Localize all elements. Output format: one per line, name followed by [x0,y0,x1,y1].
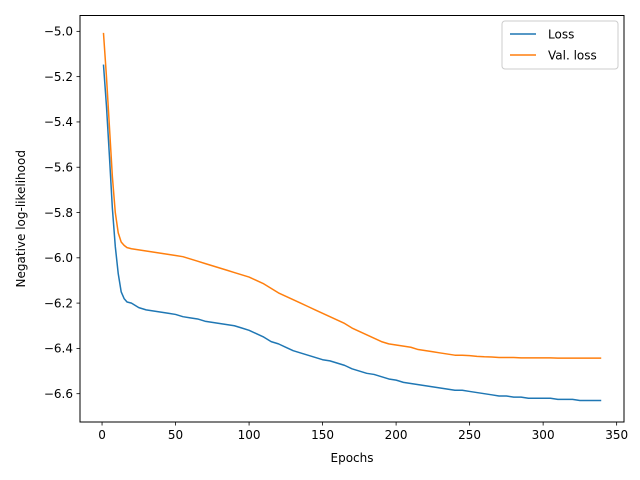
y-tick-label: −6.2 [44,296,73,310]
x-tick-label: 300 [532,428,555,442]
series-line-loss [102,64,602,402]
y-tick-label: −5.0 [44,25,73,39]
legend: Loss Val. loss [501,20,619,70]
x-tick-label: 150 [311,428,334,442]
y-axis: −6.6 −6.4 −6.2 −6.0 −5.8 −5.6 −5.4 −5.2 −5.0 [44,25,80,401]
y-tick-label: −5.4 [44,115,73,129]
x-tick-label: 50 [168,428,183,442]
legend-box [501,20,619,70]
x-axis-label: Epochs [331,451,374,465]
y-tick-label: −6.6 [44,387,73,401]
y-axis-label: Negative log-likelihood [14,150,28,287]
x-tick-label: 100 [238,428,261,442]
plot-area [102,32,602,402]
y-tick-label: −5.8 [44,206,73,220]
y-tick-label: −5.6 [44,161,73,175]
legend-label-loss: Loss [548,28,574,42]
y-tick-label: −5.2 [44,70,73,84]
x-tick-label: 200 [385,428,408,442]
legend-label-val-loss: Val. loss [548,49,597,63]
axes-frame [79,15,625,423]
y-tick-label: −6.4 [44,342,73,356]
x-tick-label: 250 [458,428,481,442]
series-line-val-loss [102,32,602,359]
x-tick-label: 0 [98,428,106,442]
y-tick-label: −6.0 [44,251,73,265]
x-tick-label: 350 [605,428,628,442]
x-axis: 0 50 100 150 200 250 300 350 [98,422,628,442]
